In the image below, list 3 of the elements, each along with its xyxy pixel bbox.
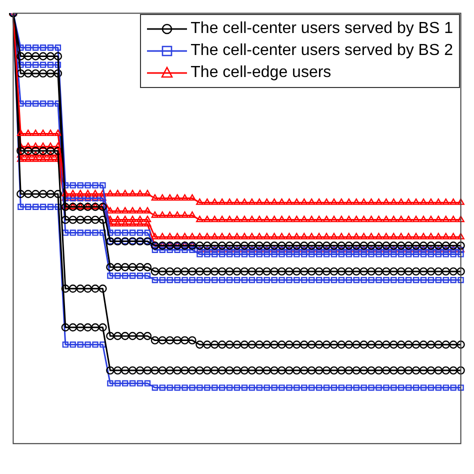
legend-label: The cell-center users served by BS 2 [190, 41, 453, 61]
legend-label: The cell-center users served by BS 1 [190, 19, 453, 39]
legend-label: The cell-edge users [190, 63, 332, 83]
